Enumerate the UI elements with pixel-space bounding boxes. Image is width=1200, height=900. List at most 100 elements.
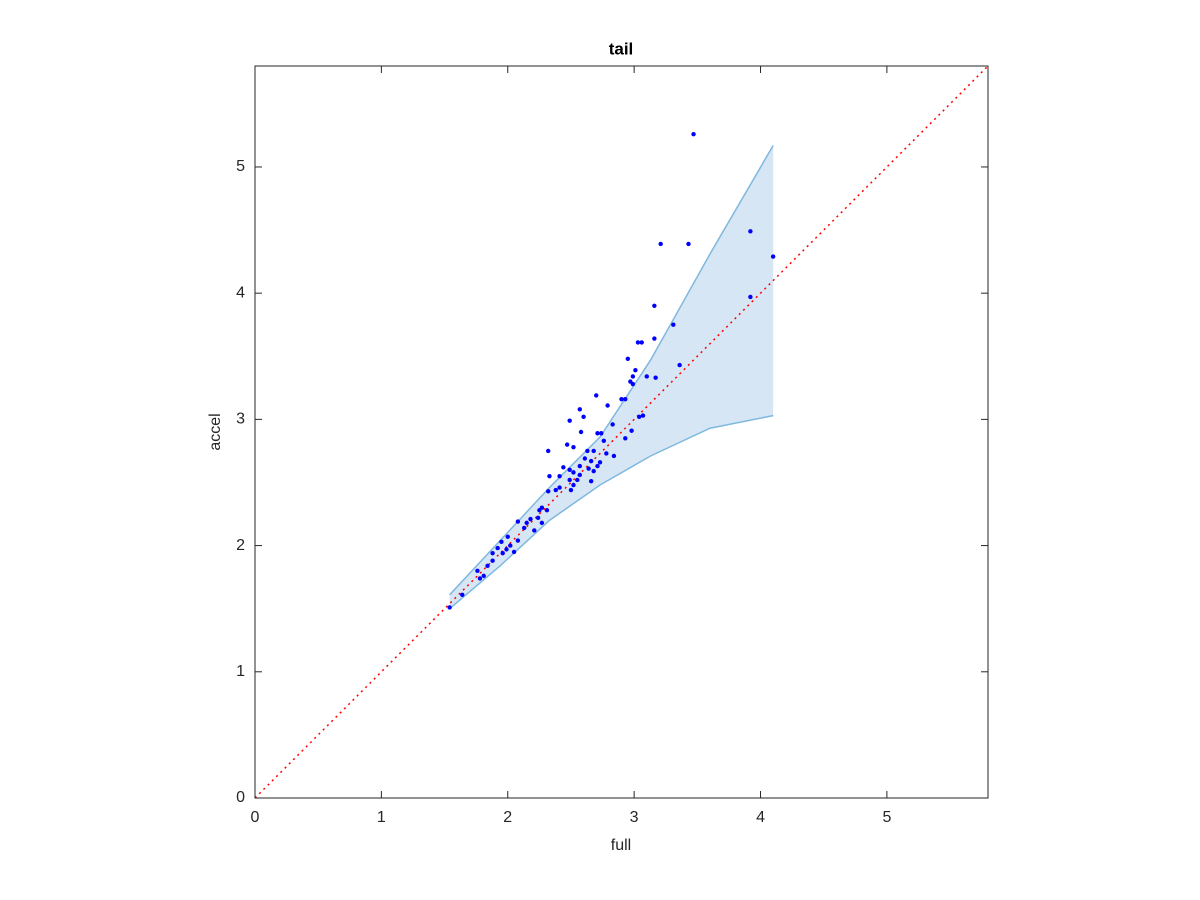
data-point: [546, 448, 551, 454]
data-point: [610, 422, 615, 427]
data-point: [571, 444, 576, 450]
data-point: [532, 528, 537, 533]
confidence-band: [449, 145, 774, 609]
y-axis-label: accel: [207, 413, 224, 450]
data-point: [625, 356, 631, 361]
data-point: [557, 473, 562, 479]
x-tick-label: 0: [251, 809, 260, 826]
y-tick-label: 5: [236, 158, 245, 175]
data-point: [511, 549, 517, 555]
data-point: [629, 428, 634, 433]
data-point: [490, 558, 495, 563]
data-point: [485, 563, 490, 568]
x-tick-label: 3: [630, 809, 639, 826]
data-point: [595, 463, 600, 469]
data-point: [575, 477, 580, 483]
data-point: [447, 605, 452, 610]
data-point: [567, 467, 572, 473]
data-point: [571, 470, 576, 475]
data-point: [658, 241, 663, 247]
data-point: [582, 456, 588, 461]
data-point: [601, 438, 607, 444]
band-lower-edge: [449, 414, 774, 610]
data-point: [521, 525, 527, 531]
data-point: [537, 508, 542, 513]
data-point: [630, 381, 636, 387]
data-point: [588, 479, 594, 484]
data-point: [495, 545, 500, 551]
data-point: [481, 573, 486, 579]
data-point: [605, 403, 610, 408]
x-tick-label: 5: [882, 809, 891, 826]
data-point: [652, 336, 657, 341]
data-point: [591, 448, 596, 454]
data-point: [499, 539, 504, 544]
data-point: [630, 374, 636, 379]
data-point: [490, 550, 495, 556]
data-point: [557, 485, 562, 490]
data-point: [588, 458, 594, 464]
data-point: [546, 489, 551, 494]
data-point: [581, 414, 586, 420]
data-point: [505, 534, 510, 539]
x-tick-label: 1: [377, 809, 386, 826]
data-point: [578, 429, 584, 435]
y-tick-label: 4: [236, 284, 245, 301]
data-point: [599, 431, 604, 436]
data-point: [623, 436, 628, 441]
chart-title: tail: [609, 39, 634, 58]
data-point: [623, 396, 628, 402]
x-axis-label: full: [611, 837, 631, 854]
data-point: [652, 303, 657, 308]
data-point: [500, 550, 505, 556]
data-point: [633, 367, 638, 373]
data-point: [547, 473, 552, 479]
data-point: [604, 451, 609, 456]
data-point: [460, 592, 465, 598]
data-point: [544, 508, 550, 513]
axes-box: [254, 65, 989, 799]
data-point: [686, 241, 691, 247]
data-point: [577, 407, 582, 412]
data-point: [594, 393, 599, 398]
data-point: [585, 448, 590, 454]
data-point: [508, 543, 513, 548]
y-tick-label: 0: [236, 789, 245, 806]
data-point: [597, 460, 603, 465]
data-point: [639, 340, 644, 345]
data-point: [577, 463, 582, 469]
data-point: [748, 229, 753, 234]
x-tick-label: 2: [503, 809, 512, 826]
data-point: [477, 576, 483, 581]
data-point: [528, 516, 533, 522]
data-point: [564, 442, 570, 447]
data-point: [561, 465, 566, 470]
y-tick-label: 2: [236, 537, 245, 554]
reference-line: [254, 65, 989, 799]
data-point: [691, 131, 696, 137]
data-point: [571, 482, 576, 488]
x-tick-label: 4: [756, 809, 765, 826]
data-point: [653, 375, 658, 380]
data-point: [539, 520, 545, 526]
data-point: [619, 396, 624, 402]
data-point: [635, 340, 641, 345]
data-point: [535, 515, 541, 521]
data-point: [591, 468, 596, 474]
data-point: [567, 477, 572, 483]
data-point: [524, 520, 529, 526]
data-point: [748, 294, 753, 300]
y-tick-label: 3: [236, 411, 245, 428]
data-point: [611, 453, 617, 459]
data-point: [586, 466, 591, 471]
data-point: [636, 414, 642, 420]
data-point: [595, 431, 600, 436]
data-point: [677, 362, 682, 368]
data-point: [515, 538, 521, 543]
data-point: [515, 519, 521, 524]
data-point: [568, 487, 574, 493]
data-point: [640, 413, 646, 418]
data-point: [770, 254, 776, 259]
data-point: [475, 568, 480, 574]
